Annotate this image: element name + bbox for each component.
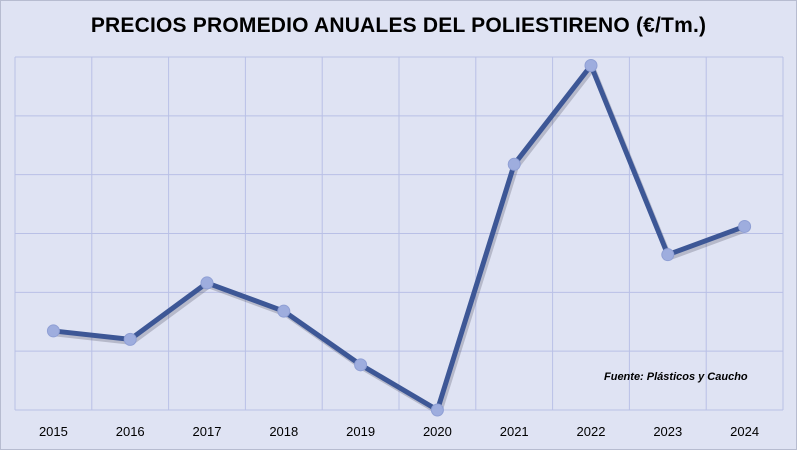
grid-lines — [14, 56, 784, 411]
series-shadow — [55, 65, 748, 416]
x-tick-label: 2024 — [730, 424, 759, 439]
x-tick-label: 2016 — [116, 424, 145, 439]
data-point — [354, 358, 368, 372]
data-point — [200, 276, 214, 290]
series-line — [50, 62, 748, 413]
data-point — [277, 304, 291, 318]
x-tick-label: 2021 — [500, 424, 529, 439]
data-point — [430, 403, 444, 417]
x-tick-label: 2018 — [269, 424, 298, 439]
x-tick-label: 2019 — [346, 424, 375, 439]
data-point — [661, 248, 675, 262]
chart-title: PRECIOS PROMEDIO ANUALES DEL POLIESTIREN… — [90, 14, 707, 37]
x-axis-labels: 2015 2016 2017 2018 2019 2020 2021 2022 2023 2024 — [39, 424, 759, 439]
x-tick-label: 2023 — [653, 424, 682, 439]
x-tick-label: 2020 — [423, 424, 452, 439]
data-point — [46, 324, 60, 338]
x-tick-label: 2015 — [39, 424, 68, 439]
source-note: Fuente: Plásticos y Caucho — [604, 371, 748, 383]
series-layer — [46, 58, 752, 417]
x-tick-label: 2017 — [193, 424, 222, 439]
data-point — [507, 157, 521, 171]
data-point — [584, 58, 598, 72]
data-point — [123, 332, 137, 346]
data-point — [738, 219, 752, 233]
x-tick-label: 2022 — [577, 424, 606, 439]
